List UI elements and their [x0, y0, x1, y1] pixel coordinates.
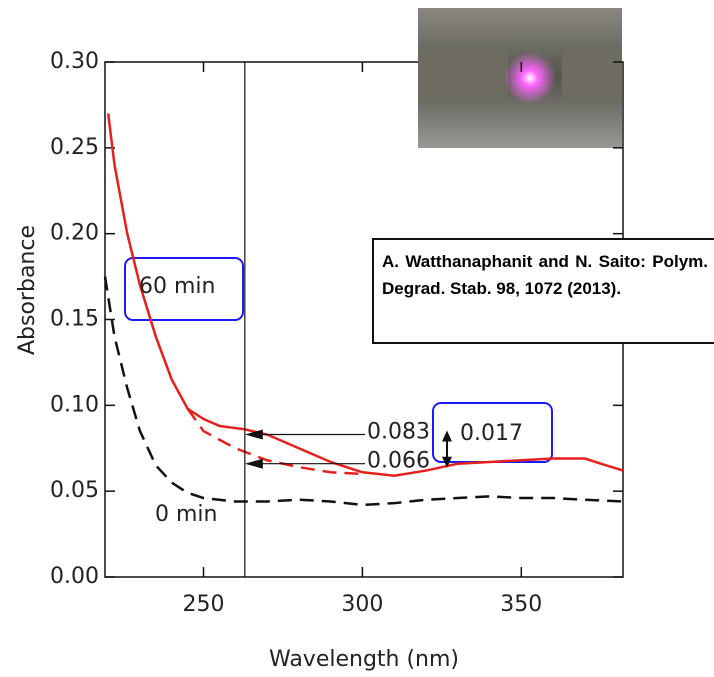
x-tick-label: 350	[500, 592, 542, 617]
y-tick-label: 0.05	[50, 478, 99, 503]
series-line	[186, 408, 363, 476]
arrow-head	[442, 456, 452, 468]
x-axis-title: Wavelength (nm)	[269, 647, 459, 672]
marker-label: 0.066	[367, 449, 430, 474]
series-label: 60 min	[139, 274, 215, 299]
arrow-head	[244, 429, 263, 440]
series-line	[106, 113, 624, 477]
marker-label: 0.083	[367, 420, 430, 445]
citation: A. Watthanaphanit and N. Saito: Polym. D…	[372, 238, 714, 344]
arrow-head	[244, 458, 263, 469]
y-axis-title: Absorbance	[15, 225, 40, 355]
label-box	[124, 257, 244, 321]
series-label: 0 min	[155, 502, 217, 527]
y-tick-label: 0.30	[50, 49, 99, 74]
series-line	[103, 276, 624, 507]
y-tick-label: 0.15	[50, 307, 99, 332]
arrow-head	[442, 430, 452, 442]
y-tick-label: 0.25	[50, 135, 99, 160]
inset-photo	[418, 8, 622, 148]
x-tick-label: 300	[341, 592, 383, 617]
y-tick-label: 0.00	[50, 564, 99, 589]
y-tick-label: 0.10	[50, 392, 99, 417]
x-tick-label: 250	[183, 592, 225, 617]
difference-label: 0.017	[460, 421, 523, 446]
y-tick-label: 0.20	[50, 221, 99, 246]
